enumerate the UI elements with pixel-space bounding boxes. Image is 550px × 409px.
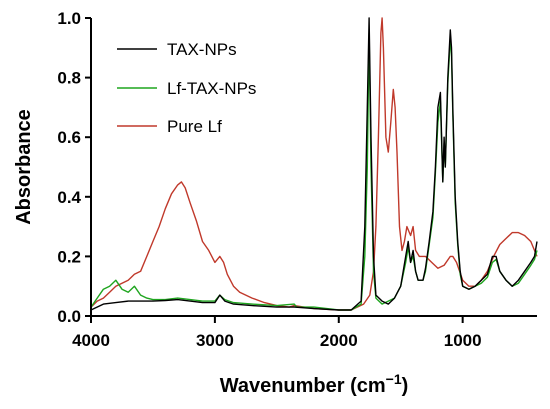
series-line-pure-lf (90, 17, 538, 311)
x-tick-label-3: 1000 (444, 331, 482, 350)
series-layer (90, 17, 538, 311)
x-tick-label-2: 2000 (320, 331, 358, 350)
y-tick-label-5: 1.0 (57, 9, 81, 28)
x-tick-label-1: 3000 (196, 331, 234, 350)
x-tick-label-0: 4000 (72, 331, 110, 350)
x-axis-title-close: ) (402, 375, 409, 397)
series-line-lf-tax-nps (90, 32, 538, 311)
x-axis-title: Wavenumber (cm−1) (220, 371, 409, 397)
x-axis-title-sup: −1 (386, 371, 402, 387)
legend-label-pure-lf: Pure Lf (167, 117, 222, 136)
series-line-tax-nps (90, 17, 538, 311)
legend: TAX-NPs Lf-TAX-NPs Pure Lf (117, 40, 256, 136)
ticks-layer: 0.0 0.2 0.4 0.6 0.8 1.0 4000 3000 2000 1000 (57, 9, 481, 350)
y-tick-label-4: 0.8 (57, 69, 81, 88)
y-tick-label-2: 0.4 (57, 188, 81, 207)
y-tick-label-0: 0.0 (57, 307, 81, 326)
y-tick-label-3: 0.6 (57, 128, 81, 147)
legend-label-lf-tax-nps: Lf-TAX-NPs (167, 79, 256, 98)
legend-label-tax-nps: TAX-NPs (167, 40, 237, 59)
y-axis-title: Absorbance (13, 109, 35, 225)
x-axis-title-main: Wavenumber (cm (220, 375, 386, 397)
y-tick-label-1: 0.2 (57, 247, 81, 266)
axes-layer (90, 18, 537, 317)
